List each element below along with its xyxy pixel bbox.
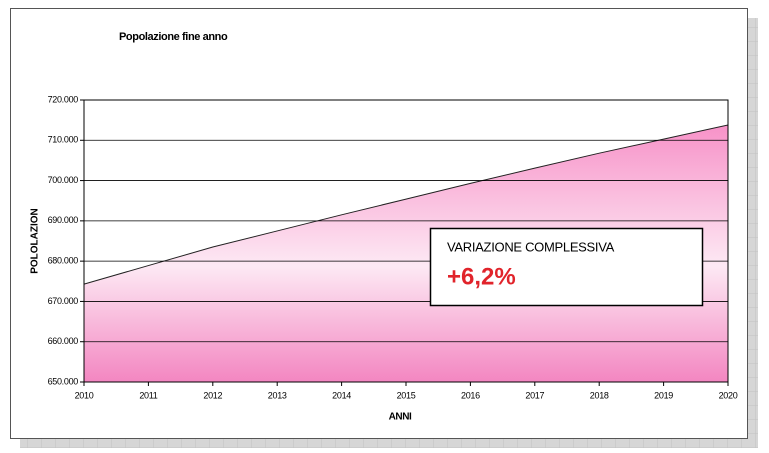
annotation-box xyxy=(429,227,704,307)
chart-title: Popolazione fine anno xyxy=(119,31,228,43)
area-line xyxy=(83,124,729,285)
y-axis-label: POLOLAZION xyxy=(30,208,41,274)
x-tick-label: 2018 xyxy=(590,390,609,400)
x-tick-label: 2017 xyxy=(525,390,544,400)
y-tick-label: 650.000 xyxy=(48,376,79,386)
y-tick-label: 670.000 xyxy=(48,296,79,306)
y-tick-label: 690.000 xyxy=(48,215,79,225)
x-tick-label: 2012 xyxy=(203,390,222,400)
area-fill xyxy=(84,124,728,382)
x-tick-label: 2016 xyxy=(461,390,480,400)
y-tick-label: 700.000 xyxy=(48,175,79,185)
y-tick-label: 680.000 xyxy=(48,256,79,266)
y-tick-label: 660.000 xyxy=(48,336,79,346)
x-tick-label: 2015 xyxy=(397,390,416,400)
x-tick-label: 2014 xyxy=(332,390,351,400)
plot-border xyxy=(83,99,729,383)
y-tick-label: 720.000 xyxy=(48,94,79,104)
x-axis-label: ANNI xyxy=(389,412,412,423)
annotation-title: VARIAZIONE COMPLESSIVA xyxy=(447,239,615,254)
x-tick-label: 2011 xyxy=(139,390,157,400)
annotation-value: +6,2% xyxy=(447,263,516,290)
x-tick-label: 2019 xyxy=(654,390,673,400)
y-tick-label: 710.000 xyxy=(48,135,79,145)
x-tick-label: 2013 xyxy=(268,390,287,400)
x-tick-label: 2020 xyxy=(719,390,738,400)
x-tick-label: 2010 xyxy=(75,390,94,400)
